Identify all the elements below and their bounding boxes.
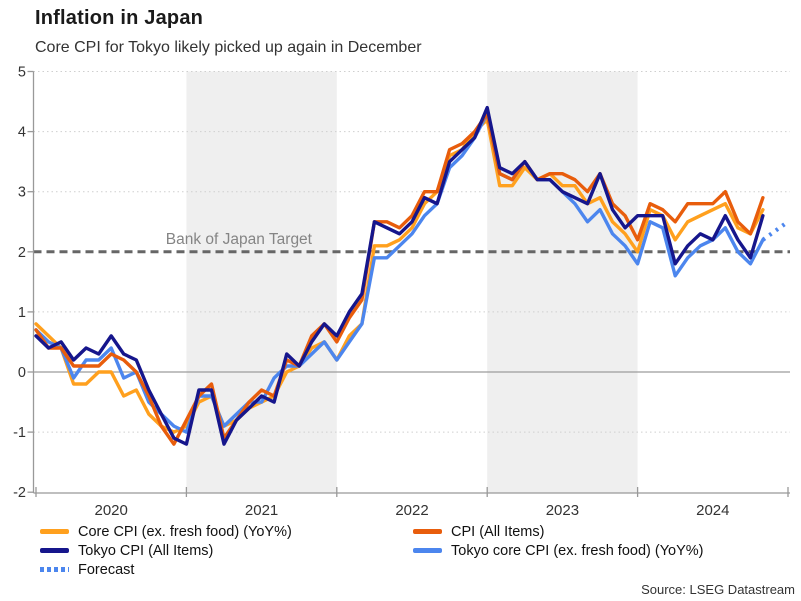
legend-item-forecast: Forecast [40,560,134,579]
core-cpi-line-swatch [40,529,69,534]
tokyo-cpi-line-swatch [40,548,69,553]
y-axis-tick-label: -2 [13,485,26,501]
series-line-cpi-all-items [34,111,765,446]
legend-label: Core CPI (ex. fresh food) (YoY%) [78,523,292,540]
y-axis-tick-label: 2 [18,245,26,261]
chart-subtitle: Core CPI for Tokyo likely picked up agai… [35,39,422,56]
y-axis-tick-label: 1 [18,305,26,321]
legend-label: Forecast [78,561,135,578]
legend-label: CPI (All Items) [451,523,545,540]
legend-item-core-cpi: Core CPI (ex. fresh food) (YoY%) [40,522,292,541]
cpi-all-items-line-swatch [413,529,442,534]
legend-item-cpi-all-items: CPI (All Items) [413,522,544,541]
chart-legend: Core CPI (ex. fresh food) (YoY%) Tokyo C… [0,522,801,582]
series-line-tokyo-core-cpi-ex-fresh-food-yoy [34,111,765,434]
source-attribution: Source: LSEG Datastream [641,582,795,597]
legend-item-tokyo-core-cpi: Tokyo core CPI (ex. fresh food) (YoY%) [413,541,704,560]
legend-label: Tokyo CPI (All Items) [78,542,214,559]
y-axis-tick-label: -1 [13,425,26,441]
y-axis-tick-label: 5 [18,65,26,81]
legend-label: Tokyo core CPI (ex. fresh food) (YoY%) [451,542,704,559]
year-shading-band [186,71,337,493]
forecast-dotted-swatch [40,567,69,572]
series-line-tokyo-cpi-all-items [34,105,765,446]
y-axis-tick-label: 4 [18,125,26,141]
x-axis-year-label: 2021 [245,502,278,519]
y-axis-tick-label: 0 [18,365,26,381]
tokyo-core-cpi-line-swatch [413,548,442,553]
boj-target-label: Bank of Japan Target [166,231,313,248]
chart-title: Inflation in Japan [35,7,204,29]
x-axis-year-label: 2022 [395,502,428,519]
legend-item-tokyo-cpi: Tokyo CPI (All Items) [40,541,213,560]
series-line-core-cpi-ex-fresh-food-yoy [34,117,765,434]
y-axis-tick-label: 3 [18,185,26,201]
x-axis-year-label: 2020 [95,502,128,519]
year-shading-band [487,71,638,493]
forecast-dotted-line [761,220,790,242]
x-axis-year-label: 2023 [546,502,579,519]
x-axis-year-label: 2024 [696,502,729,519]
